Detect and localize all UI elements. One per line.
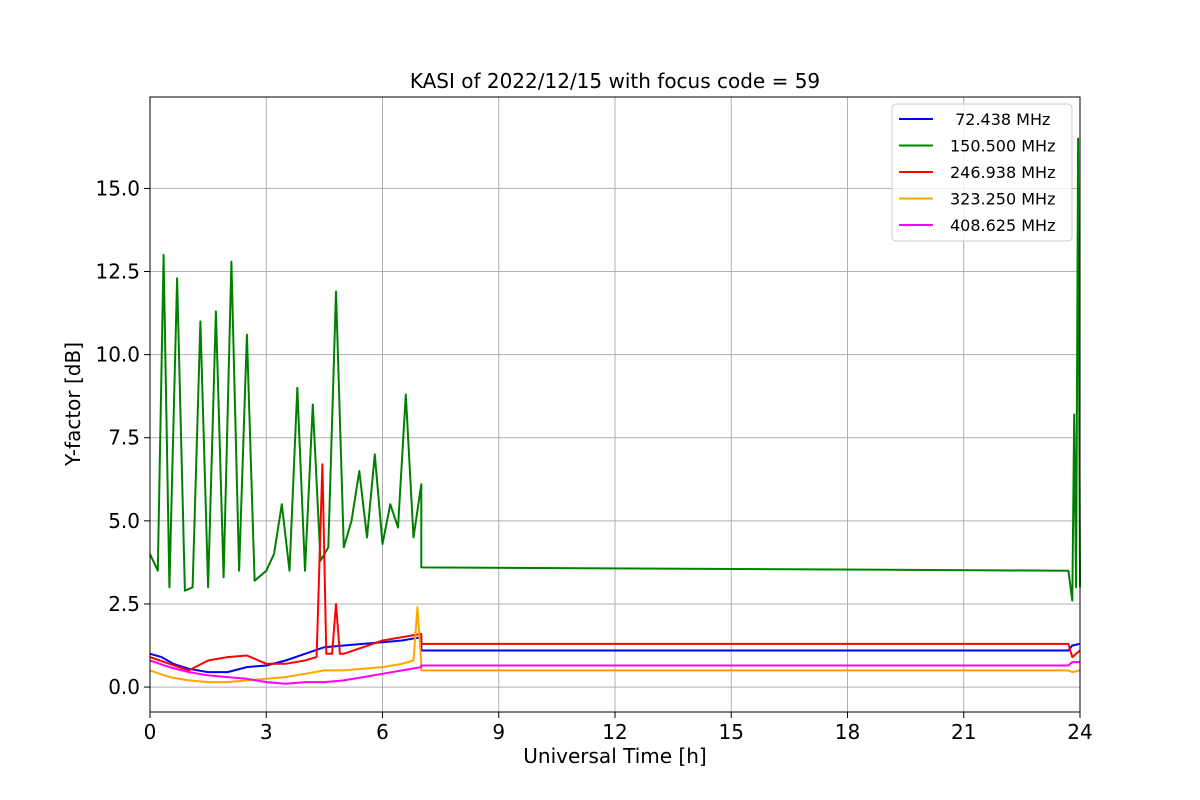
x-tick-label: 0 bbox=[144, 720, 157, 744]
y-tick-label: 5.0 bbox=[108, 509, 140, 533]
y-tick-label: 10.0 bbox=[95, 343, 140, 367]
series-line-2 bbox=[149, 463, 1081, 672]
legend-label: 246.938 MHz bbox=[950, 163, 1055, 182]
series-line-1 bbox=[149, 137, 1081, 602]
y-tick-label: 2.5 bbox=[108, 592, 140, 616]
x-tick-label: 15 bbox=[719, 720, 744, 744]
x-tick-label: 21 bbox=[951, 720, 976, 744]
y-tick-label: 15.0 bbox=[95, 176, 140, 200]
x-tick-label: 18 bbox=[835, 720, 860, 744]
legend-box bbox=[891, 103, 1073, 242]
series-line-3 bbox=[149, 606, 1081, 684]
legend-items: 72.438 MHz 150.500 MHz 246.938 MHz 323.250 … bbox=[899, 110, 1055, 235]
y-axis-label: Y-factor [dB] bbox=[61, 342, 85, 467]
x-tick-label: 12 bbox=[602, 720, 627, 744]
legend-label: 72.438 MHz bbox=[950, 110, 1050, 129]
legend-label: 150.500 MHz bbox=[950, 137, 1055, 156]
series-line-4 bbox=[149, 659, 1080, 685]
y-tick-label: 12.5 bbox=[95, 260, 140, 284]
x-tick-label: 9 bbox=[492, 720, 505, 744]
x-tick-label: 6 bbox=[376, 720, 389, 744]
series-layer bbox=[149, 137, 1081, 685]
x-tick-label: 24 bbox=[1067, 720, 1092, 744]
x-axis-label: Universal Time [h] bbox=[523, 744, 706, 768]
x-tick-label: 3 bbox=[260, 720, 273, 744]
legend-label: 323.250 MHz bbox=[950, 190, 1055, 209]
y-axis: 0.0 2.5 5.0 7.5 10.0 12.5 15.0 bbox=[95, 176, 150, 699]
legend: 72.438 MHz 150.500 MHz 246.938 MHz 323.250 … bbox=[891, 103, 1073, 242]
y-tick-label: 7.5 bbox=[108, 426, 140, 450]
y-tick-label: 0.0 bbox=[108, 675, 140, 699]
x-axis: 0 3 6 9 12 15 18 21 24 bbox=[144, 712, 1093, 744]
legend-label: 408.625 MHz bbox=[950, 216, 1055, 235]
chart-title: KASI of 2022/12/15 with focus code = 59 bbox=[410, 69, 820, 93]
